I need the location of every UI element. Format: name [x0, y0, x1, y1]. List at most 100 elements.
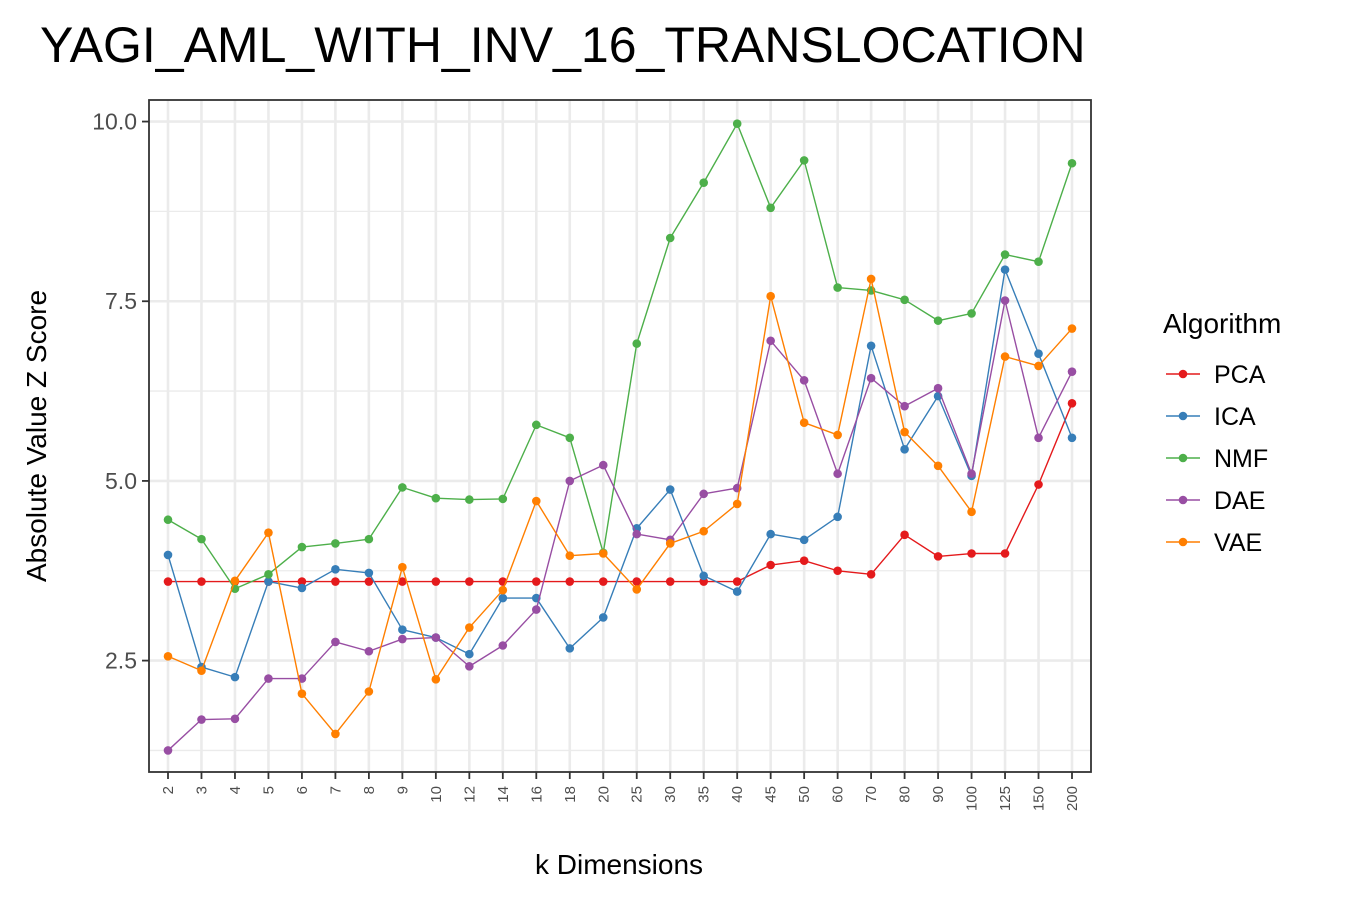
data-point-dae: [230, 714, 240, 724]
series-line-ica: [167, 268, 1073, 678]
data-point-vae: [933, 461, 943, 471]
data-point-nmf: [431, 493, 441, 503]
data-point-ica: [364, 568, 374, 578]
legend-key-point: [1178, 537, 1188, 547]
data-point-nmf: [833, 283, 842, 292]
data-point-vae: [833, 430, 842, 440]
data-point-dae: [1000, 296, 1010, 305]
data-point-nmf: [264, 570, 273, 579]
x-tick-label: 2: [160, 786, 177, 794]
data-point-pca: [1000, 549, 1010, 558]
data-point-vae: [264, 528, 273, 537]
x-tick-label: 3: [193, 786, 210, 794]
y-axis: 2.5 5.0 7.5 10.0: [92, 109, 149, 674]
x-tick-label: 60: [830, 786, 847, 803]
x-tick-label: 14: [495, 786, 512, 803]
x-tick-label: 80: [897, 786, 914, 803]
x-tick-label: 16: [528, 786, 545, 803]
data-point-ica: [699, 571, 709, 581]
series-ica: [163, 265, 1077, 682]
data-point-nmf: [163, 515, 173, 525]
data-point-vae: [230, 576, 240, 586]
data-point-pca: [632, 577, 642, 586]
x-tick-label: 25: [629, 786, 646, 803]
y-axis-title: Absolute Value Z Score: [21, 290, 52, 582]
legend-item-ica: ICA: [1166, 403, 1256, 431]
data-point-ica: [799, 535, 809, 545]
data-point-dae: [465, 662, 474, 671]
data-point-ica: [665, 485, 675, 494]
x-tick-label: 10: [428, 786, 445, 803]
data-point-nmf: [665, 233, 675, 243]
x-tick-label: 18: [562, 786, 579, 803]
data-point-dae: [163, 746, 173, 755]
data-point-vae: [364, 687, 374, 696]
data-point-pca: [799, 556, 809, 565]
legend-item-pca: PCA: [1166, 361, 1266, 389]
data-point-dae: [565, 476, 575, 486]
x-tick-label: 45: [763, 786, 780, 803]
series-vae: [163, 274, 1077, 739]
data-point-dae: [933, 383, 943, 393]
data-point-pca: [565, 577, 575, 586]
data-point-dae: [866, 373, 876, 383]
data-point-pca: [665, 577, 675, 586]
data-point-pca: [1034, 480, 1043, 489]
data-point-nmf: [1034, 257, 1043, 267]
data-point-vae: [565, 551, 575, 560]
data-point-ica: [1034, 349, 1043, 359]
legend-key-point: [1178, 453, 1188, 463]
x-tick-label: 9: [394, 786, 411, 794]
series-layer: [163, 119, 1077, 755]
data-point-nmf: [1067, 158, 1077, 168]
data-point-vae: [699, 526, 709, 536]
data-point-vae: [900, 427, 909, 437]
data-point-pca: [967, 549, 976, 558]
data-point-vae: [163, 651, 173, 661]
legend-item-dae: DAE: [1166, 487, 1265, 515]
data-point-pca: [866, 570, 876, 579]
x-tick-label: 50: [796, 786, 813, 803]
legend-title: Algorithm: [1163, 308, 1281, 339]
data-point-vae: [498, 585, 508, 595]
grid-major: [149, 100, 1091, 772]
data-point-nmf: [933, 316, 943, 325]
data-point-vae: [465, 623, 474, 632]
data-point-nmf: [967, 309, 976, 318]
data-point-dae: [632, 529, 642, 539]
y-tick-label: 7.5: [105, 288, 137, 314]
data-point-dae: [598, 460, 608, 470]
x-tick-label: 200: [1064, 786, 1081, 811]
legend-label: ICA: [1214, 403, 1256, 431]
data-point-pca: [465, 577, 474, 586]
data-point-nmf: [197, 534, 206, 544]
series-pca: [163, 398, 1077, 586]
data-point-ica: [297, 583, 307, 593]
data-point-dae: [431, 633, 441, 642]
series-dae: [163, 296, 1077, 755]
data-point-ica: [1067, 433, 1077, 443]
data-point-nmf: [766, 203, 775, 213]
data-point-pca: [398, 577, 407, 586]
data-point-pca: [163, 577, 173, 586]
x-tick-label: 90: [930, 786, 947, 803]
data-point-nmf: [632, 339, 642, 348]
data-point-ica: [766, 529, 775, 539]
data-point-vae: [331, 729, 340, 739]
data-point-nmf: [498, 494, 508, 504]
legend-label: NMF: [1214, 445, 1268, 473]
legend-key-point: [1178, 411, 1188, 421]
data-point-ica: [398, 625, 407, 634]
data-point-dae: [364, 646, 374, 656]
data-point-vae: [766, 291, 775, 301]
data-point-nmf: [364, 534, 374, 544]
data-point-vae: [431, 674, 441, 684]
data-point-ica: [1000, 265, 1010, 274]
data-point-pca: [833, 566, 842, 576]
data-point-ica: [866, 341, 876, 351]
data-point-dae: [197, 715, 206, 724]
data-point-pca: [933, 552, 943, 561]
data-point-vae: [799, 418, 809, 428]
data-point-dae: [699, 489, 709, 499]
